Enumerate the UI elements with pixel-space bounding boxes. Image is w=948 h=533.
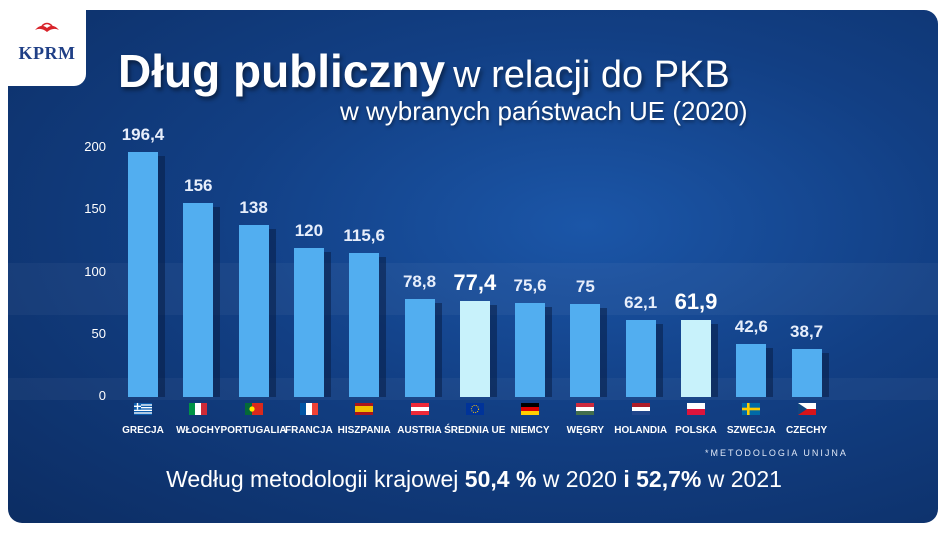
category-label: WŁOCHY	[176, 425, 221, 436]
bar-value-label: 138	[239, 198, 268, 218]
category-label: NIEMCY	[510, 425, 550, 436]
category-label: CZECHY	[786, 425, 828, 436]
bar-5	[349, 253, 387, 397]
austria-flag-icon	[410, 403, 429, 415]
bar-value-label: 156	[184, 175, 213, 195]
y-tick-label: 0	[98, 388, 106, 403]
footer-value-2020: 50,4 %	[464, 466, 537, 492]
bar-1	[128, 152, 165, 397]
bar-value-label: 61,9	[674, 288, 718, 314]
bar-13	[791, 348, 829, 397]
chart-subtitle: w wybranych państwach UE (2020)	[340, 96, 748, 126]
footer-part-1: Według metodologii krajowej	[166, 466, 465, 492]
y-tick-label: 200	[84, 139, 106, 154]
title-bold: Dług publiczny	[118, 45, 446, 97]
bar-8	[515, 302, 553, 397]
france-flag-icon	[299, 403, 318, 415]
greece-flag-icon	[134, 403, 152, 415]
italy-flag-icon	[189, 403, 208, 415]
bar-value-label: 120	[294, 220, 324, 240]
category-label: POLSKA	[675, 425, 717, 436]
logo-text: KPRM	[18, 43, 76, 63]
footer-text: Według metodologii krajowej 50,4 % w 202…	[0, 466, 948, 493]
poland-flag-icon	[687, 403, 705, 415]
category-label: SZWECJA	[726, 425, 776, 436]
bar-value-label: 62,1	[624, 292, 658, 312]
czech-flag-icon	[797, 403, 816, 415]
category-label: FRANCJA	[285, 425, 333, 436]
eu-flag-icon	[465, 403, 484, 415]
bar-10	[625, 319, 663, 397]
y-tick-label: 100	[84, 263, 106, 279]
footer-part-2: w 2020	[536, 466, 624, 492]
portugal-flag-icon	[244, 403, 263, 415]
title-normal: w relacji do PKB	[453, 54, 730, 96]
bar-value-label: 42,6	[734, 316, 768, 336]
bar-2	[183, 202, 221, 397]
footer-part-3: w 2021	[701, 466, 782, 492]
bar-12	[736, 343, 774, 397]
bar-value-label: 77,4	[453, 269, 497, 295]
category-label: GRECJA	[122, 425, 164, 436]
category-label: PORTUGALIA	[220, 425, 287, 436]
category-label: HOLANDIA	[614, 425, 668, 436]
kprm-logo: KPRM	[8, 10, 86, 86]
bar-value-label: 196,4	[121, 125, 165, 145]
bar-6	[404, 298, 442, 397]
bar-11	[681, 319, 718, 397]
y-tick-label: 50	[91, 325, 106, 341]
bar-9	[570, 303, 608, 397]
bar-value-label: 115,6	[343, 226, 385, 246]
eagle-icon	[35, 22, 59, 32]
y-tick-label: 150	[84, 201, 106, 217]
netherlands-flag-icon	[631, 403, 650, 415]
footer-value-2021: i 52,7%	[623, 466, 702, 492]
sweden-flag-icon	[742, 403, 761, 415]
bar-value-label: 78,8	[402, 271, 437, 291]
bar-value-label: 75,6	[513, 275, 547, 295]
methodology-note: *METODOLOGIA UNIJNA	[705, 448, 848, 458]
bar-7	[459, 300, 497, 397]
category-label: WĘGRY	[566, 425, 605, 436]
hungary-flag-icon	[576, 403, 595, 415]
page-title: Dług publiczny w relacji do PKB	[118, 44, 730, 98]
bar-value-label: 38,7	[790, 321, 824, 341]
category-label: HISZPANIA	[337, 425, 391, 436]
category-label: AUSTRIA	[397, 425, 442, 436]
bar-value-label: 75	[575, 276, 595, 296]
spain-flag-icon	[355, 403, 374, 415]
bar-3	[238, 225, 276, 397]
germany-flag-icon	[521, 403, 540, 415]
bar-4	[293, 247, 331, 397]
category-label: ŚREDNIA UE	[444, 425, 506, 436]
